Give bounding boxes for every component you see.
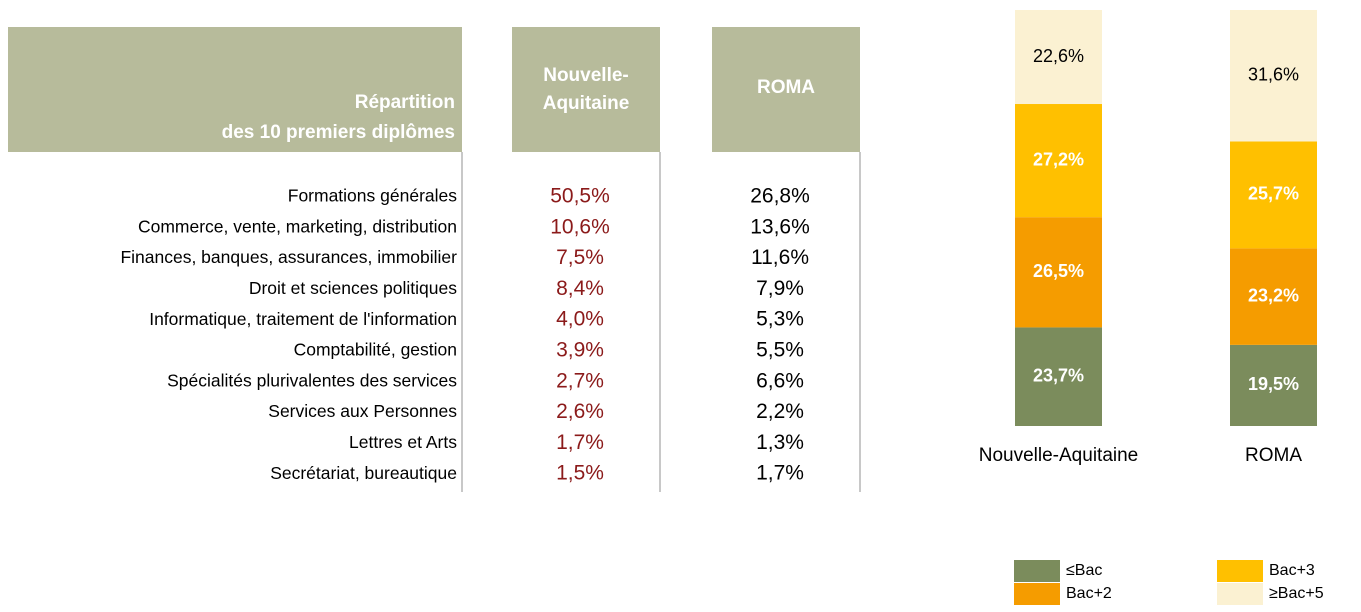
row-value: 7,5% [556,246,604,269]
data-label: 31,6% [1248,64,1299,84]
bar-segment [1015,10,1102,105]
header-cell [712,27,860,152]
row-value: 10,6% [550,215,610,238]
legend-label: Bac+2 [1066,585,1112,602]
category-label: Nouvelle-Aquitaine [979,445,1139,466]
data-label: 19,5% [1248,374,1299,394]
row-label: Finances, banques, assurances, immobilie… [120,247,457,267]
bar-segment [1230,344,1317,426]
row-value: 1,7% [556,431,604,454]
legend-swatch [1217,560,1263,582]
bar-segment [1230,141,1317,249]
bar-segment [1230,248,1317,345]
row-value: 50,5% [550,185,610,208]
row-value: 1,3% [756,431,804,454]
row-value: 6,6% [756,369,804,392]
row-value: 5,5% [756,339,804,362]
header-text: Aquitaine [543,93,630,114]
bar-segment [1015,217,1102,328]
category-label: ROMA [1245,445,1302,466]
row-value: 13,6% [750,215,810,238]
legend-label: Bac+3 [1269,562,1315,579]
row-value: 1,5% [556,462,604,485]
row-value: 3,9% [556,339,604,362]
data-label: 25,7% [1248,184,1299,204]
row-label: Comptabilité, gestion [294,340,457,360]
row-label: Spécialités plurivalentes des services [167,370,457,390]
row-value: 2,6% [556,400,604,423]
header-cell [8,27,462,152]
legend-swatch [1014,583,1060,605]
row-label: Formations générales [288,186,457,206]
data-label: 23,2% [1248,285,1299,305]
row-value: 26,8% [750,185,810,208]
row-label: Commerce, vente, marketing, distribution [138,216,457,236]
legend-label: ≥Bac+5 [1269,585,1324,602]
data-label: 27,2% [1033,149,1084,169]
row-label: Droit et sciences politiques [249,278,457,298]
row-label: Lettres et Arts [349,432,457,452]
legend-label: ≤Bac [1066,562,1102,579]
row-label: Informatique, traitement de l'informatio… [149,309,457,329]
row-value: 11,6% [751,246,809,269]
data-label: 23,7% [1033,365,1084,385]
legend-swatch [1217,583,1263,605]
row-value: 4,0% [556,308,604,331]
header-text: ROMA [757,77,815,98]
bar-segment [1015,327,1102,426]
row-value: 7,9% [756,277,804,300]
row-value: 2,2% [756,400,804,423]
bar-segment [1230,10,1317,142]
data-label: 26,5% [1033,261,1084,281]
legend-swatch [1014,560,1060,582]
row-value: 8,4% [556,277,604,300]
row-label: Secrétariat, bureautique [270,463,457,483]
row-value: 5,3% [756,308,804,331]
header-text: Nouvelle- [543,65,629,86]
bar-segment [1015,104,1102,218]
header-cell [512,27,660,152]
row-value: 1,7% [756,462,804,485]
row-label: Services aux Personnes [268,401,457,421]
header-text: des 10 premiers diplômes [222,122,455,143]
header-text: Répartition [355,92,455,113]
row-value: 2,7% [556,369,604,392]
data-label: 22,6% [1033,46,1084,66]
